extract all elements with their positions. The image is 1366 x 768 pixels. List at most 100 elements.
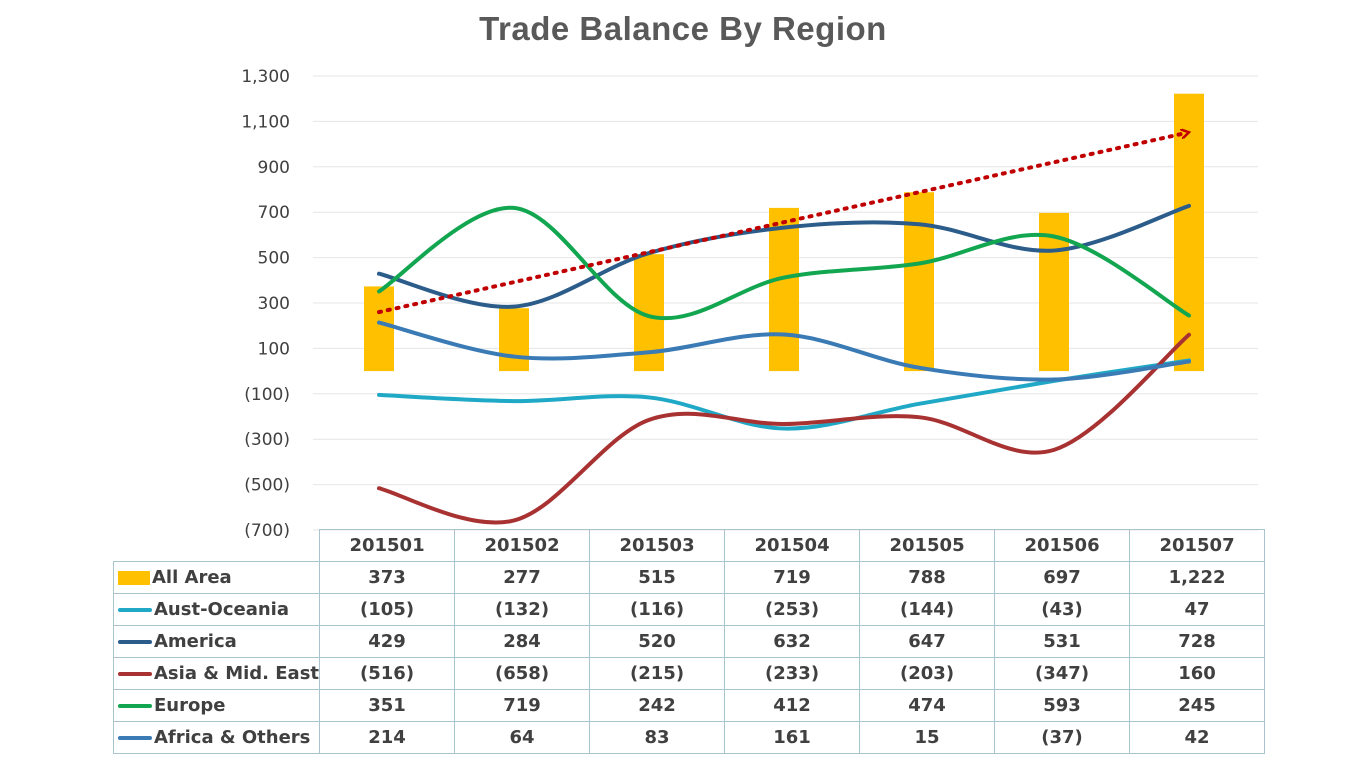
y-axis-ticks: 1,300 1,100 900 700 500 300 100 (100) (300) (500)…	[241, 67, 290, 540]
trend-arrow	[377, 133, 1187, 315]
data-cell: 1,222	[1129, 561, 1266, 594]
bar-all-area	[769, 207, 799, 372]
data-cell: 83	[589, 721, 726, 754]
category-label: 201504	[724, 529, 861, 562]
y-tick-label: 300	[258, 294, 290, 314]
bar-series	[364, 93, 1204, 372]
data-cell: 474	[859, 689, 996, 722]
data-cell: 64	[454, 721, 591, 754]
data-cell: 647	[859, 625, 996, 658]
data-cell: (37)	[994, 721, 1131, 754]
series-label: All Area	[112, 561, 321, 594]
table-row: America 429 284 520 632 647 531 728	[112, 625, 1266, 658]
category-label: 201503	[589, 529, 726, 562]
table-row: Asia & Mid. East (516) (658) (215) (233) (203…	[112, 657, 1266, 690]
data-cell: 719	[454, 689, 591, 722]
data-cell: (116)	[589, 593, 726, 626]
data-cell: 429	[319, 625, 456, 658]
data-cell: 214	[319, 721, 456, 754]
data-cell: 245	[1129, 689, 1266, 722]
data-cell: 15	[859, 721, 996, 754]
data-cell: 160	[1129, 657, 1266, 690]
data-cell: 412	[724, 689, 861, 722]
legend-key-icon	[118, 571, 150, 585]
y-tick-label: (500)	[244, 476, 290, 496]
y-tick-label: 700	[258, 203, 290, 223]
legend-key-icon	[118, 736, 152, 740]
y-tick-label: 1,300	[241, 67, 290, 87]
data-cell: 632	[724, 625, 861, 658]
data-cell: 515	[589, 561, 726, 594]
y-tick-label: 1,100	[241, 112, 290, 132]
y-tick-label: 500	[258, 249, 290, 269]
table-header-row: 201501 201502 201503 201504 201505 201506 2015…	[113, 529, 1266, 562]
data-cell: (347)	[994, 657, 1131, 690]
bar-all-area	[499, 308, 529, 372]
chart-plot: 1,300 1,100 900 700 500 300 100 (100) (300) (500)…	[241, 67, 1258, 540]
legend-key-icon	[118, 640, 152, 644]
series-label: Europe	[112, 689, 321, 722]
data-cell: 161	[724, 721, 861, 754]
data-cell: 42	[1129, 721, 1266, 754]
line-asia-mid-east	[377, 332, 1191, 525]
data-cell: 277	[454, 561, 591, 594]
data-cell: (43)	[994, 593, 1131, 626]
category-label: 201505	[859, 529, 996, 562]
category-label: 201501	[319, 529, 456, 562]
data-cell: 719	[724, 561, 861, 594]
y-tick-label: (300)	[244, 430, 290, 450]
legend-key-icon	[118, 608, 152, 612]
legend-key-icon	[118, 704, 152, 708]
series-name: Europe	[154, 695, 226, 716]
data-cell: 531	[994, 625, 1131, 658]
trend-arrow-line	[377, 133, 1187, 315]
data-cell: (658)	[454, 657, 591, 690]
category-label: 201506	[994, 529, 1131, 562]
table-row: Europe 351 719 242 412 474 593 245	[112, 689, 1266, 722]
data-cell: (105)	[319, 593, 456, 626]
line-series	[377, 203, 1191, 525]
data-cell: (215)	[589, 657, 726, 690]
data-cell: 593	[994, 689, 1131, 722]
bar-all-area	[364, 286, 394, 372]
table-row: Africa & Others 214 64 83 161 15 (37) 42	[112, 721, 1266, 754]
series-label: America	[112, 625, 321, 658]
data-cell: 284	[454, 625, 591, 658]
line-africa-others	[377, 320, 1191, 382]
y-tick-label: 900	[258, 158, 290, 178]
data-cell: (516)	[319, 657, 456, 690]
data-cell: 697	[994, 561, 1131, 594]
series-label: Africa & Others	[112, 721, 321, 754]
data-cell: 47	[1129, 593, 1266, 626]
category-label: 201502	[454, 529, 591, 562]
bar-all-area	[904, 192, 934, 372]
series-name: America	[154, 631, 237, 652]
table-row: All Area 373 277 515 719 788 697 1,222	[112, 561, 1266, 594]
data-cell: (203)	[859, 657, 996, 690]
data-cell: (233)	[724, 657, 861, 690]
data-cell: (132)	[454, 593, 591, 626]
bar-all-area	[1174, 93, 1204, 372]
data-table: 201501 201502 201503 201504 201505 201506 2015…	[112, 529, 1266, 754]
line-europe	[377, 205, 1191, 321]
data-cell: 520	[589, 625, 726, 658]
data-cell: 351	[319, 689, 456, 722]
data-cell: (253)	[724, 593, 861, 626]
table-row: Aust-Oceania (105) (132) (116) (253) (144) (43…	[112, 593, 1266, 626]
series-name: Aust-Oceania	[154, 599, 289, 620]
table-corner	[113, 529, 321, 562]
category-label: 201507	[1129, 529, 1266, 562]
data-cell: (144)	[859, 593, 996, 626]
series-name: All Area	[152, 567, 232, 588]
data-cell: 242	[589, 689, 726, 722]
series-label: Asia & Mid. East	[112, 657, 321, 690]
series-name: Africa & Others	[154, 727, 311, 748]
line-america	[377, 203, 1191, 309]
data-cell: 728	[1129, 625, 1266, 658]
y-tick-label: 100	[258, 339, 290, 359]
data-cell: 373	[319, 561, 456, 594]
series-label: Aust-Oceania	[112, 593, 321, 626]
chart-title: Trade Balance By Region	[479, 10, 887, 47]
series-name: Asia & Mid. East	[154, 663, 320, 684]
legend-key-icon	[118, 672, 152, 676]
